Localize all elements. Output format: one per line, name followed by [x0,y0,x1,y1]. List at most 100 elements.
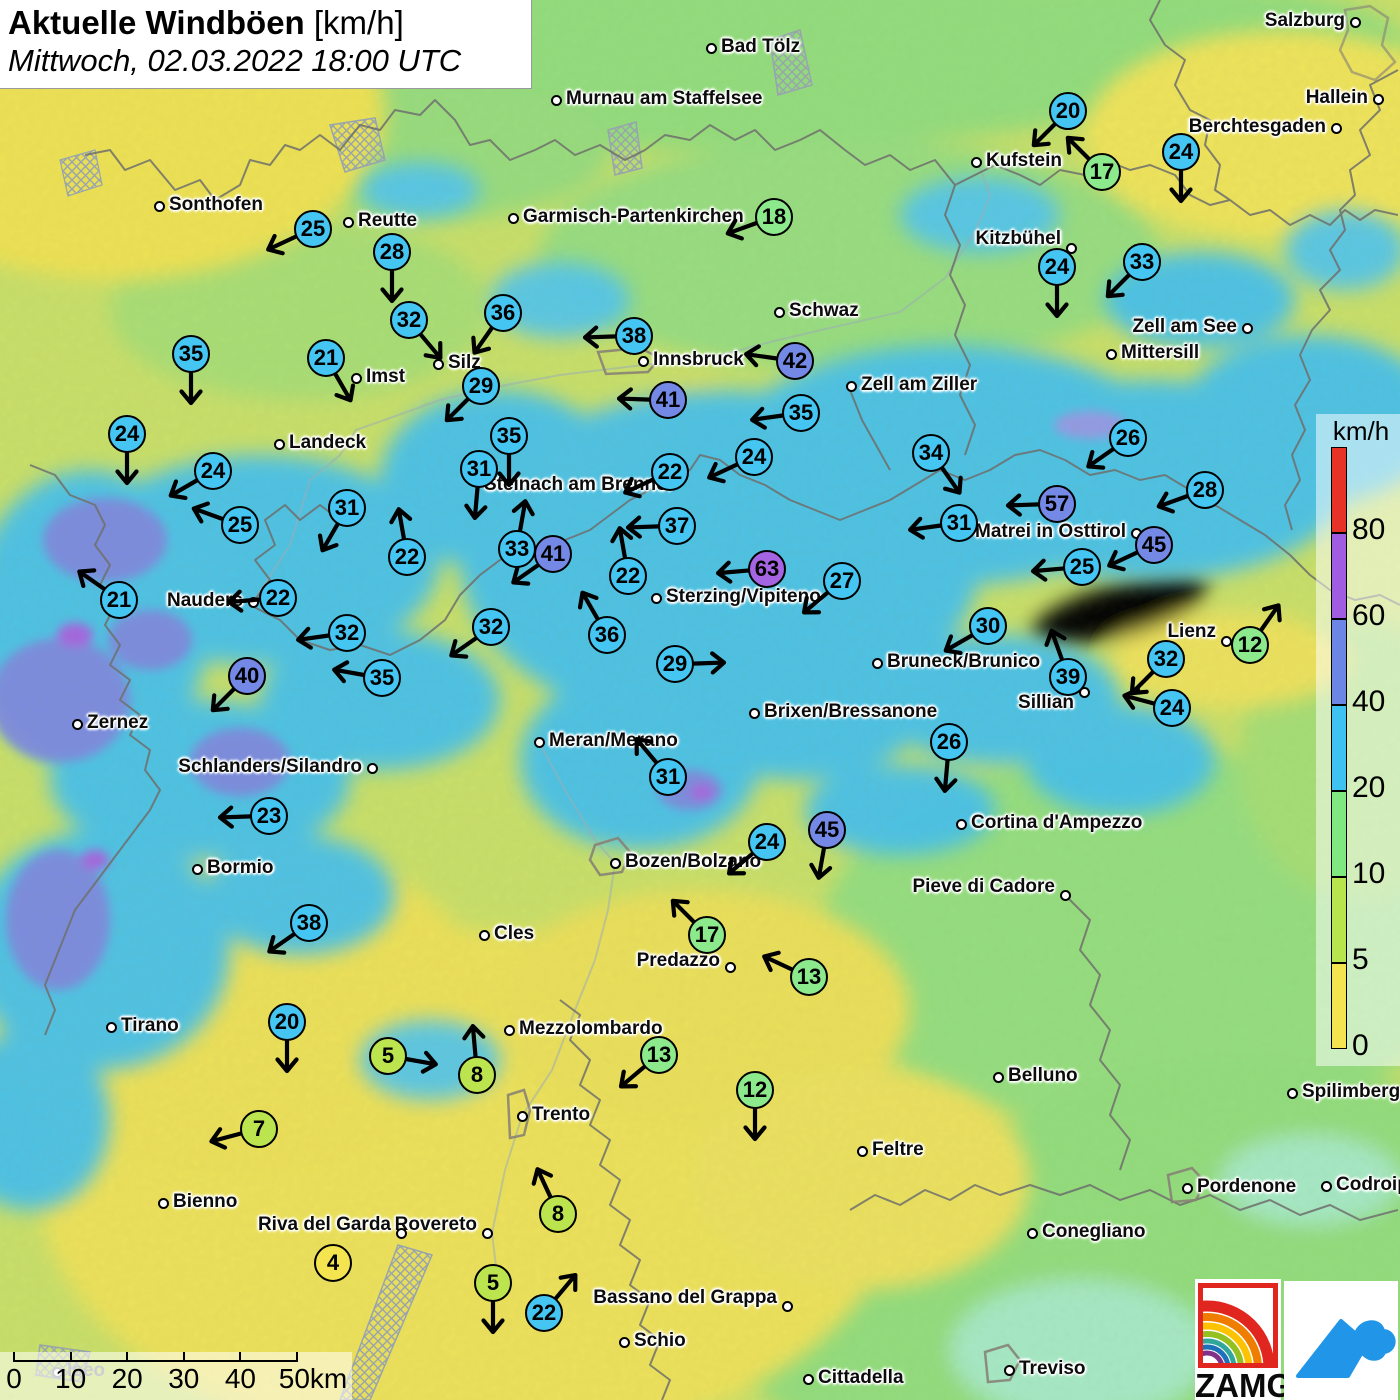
wind-station-marker: 38 [615,317,653,355]
city-label: Bormio [207,857,274,878]
legend-label: 0 [1352,1029,1369,1062]
wind-station-marker: 7 [240,1110,278,1148]
city-dot [1059,889,1071,901]
legend-label: 10 [1352,857,1386,890]
city-label: Riva del Garda [257,1214,391,1235]
wind-station-marker: 30 [969,607,1007,645]
wind-station-marker: 20 [1049,92,1087,130]
wind-direction-arrow [401,317,463,379]
wind-station-marker: 31 [328,489,366,527]
wind-direction-arrow [596,515,647,566]
wind-station-marker: 26 [1109,419,1147,457]
city-dot [342,216,354,228]
city-dot [503,1024,515,1036]
city-label: Schio [634,1330,686,1351]
city-label: Feltre [872,1139,924,1160]
wind-speed-legend: km/h 80 60 40 20 10 5 0 [1316,414,1400,1066]
wind-direction-arrow [1110,672,1164,726]
city-label: Lienz [1167,621,1216,642]
map-scale-bar: 0 10 20 30 40 50km [0,1352,352,1400]
wind-station-marker: 13 [790,958,828,996]
city-dot [1026,1227,1038,1239]
wind-direction-arrow [747,933,805,991]
city-label: Belluno [1008,1065,1078,1086]
wind-station-marker: 24 [748,823,786,861]
zamg-logo-text: ZAMG [1195,1367,1293,1400]
wind-station-marker: 38 [290,904,328,942]
wind-direction-arrow [190,670,252,732]
wind-station-marker: 21 [100,581,138,619]
legend-band [1331,791,1347,877]
scalebar-label: 40 [224,1363,256,1394]
wind-direction-arrow [321,646,372,697]
city-label: Salzburg [1264,10,1345,31]
legend-label: 40 [1352,685,1386,718]
wind-direction-arrow [493,544,554,605]
legend-band [1331,963,1347,1049]
city-dot [533,736,545,748]
wind-station-marker: 57 [1038,485,1076,523]
map-subtitle: Mittwoch, 02.03.2022 18:00 UTC [8,43,462,78]
wind-direction-arrow [614,718,676,780]
legend-band [1331,705,1347,791]
wind-direction-arrow [1011,105,1073,167]
legend-title: km/h [1332,416,1390,446]
city-dot [1003,1364,1015,1376]
wind-direction-arrow [1159,166,1203,210]
city-label: Landeck [289,432,367,453]
wind-station-marker: 24 [1038,248,1076,286]
wind-station-marker: 26 [930,723,968,761]
city-label: Tirano [121,1015,179,1036]
city-dot [856,1145,868,1157]
wind-station-marker: 34 [912,434,950,472]
wind-station-marker: 29 [462,367,500,405]
zamg-rainbow-icon [1198,1283,1278,1368]
zamg-logo: ZAMG [1195,1279,1293,1400]
city-label: Brixen/Bressanone [764,701,938,722]
city-dot [705,42,717,54]
wind-station-marker: 36 [484,294,522,332]
city-label: Rovereto [394,1214,477,1235]
city-dot [153,200,165,212]
wind-direction-arrow [452,481,500,529]
wind-direction-arrow [1092,531,1150,589]
scalebar-label: 10 [55,1363,87,1394]
city-dot [637,355,649,367]
wind-direction-arrow [398,1037,449,1088]
wind-station-marker: 22 [609,557,647,595]
city-dot [157,1197,169,1209]
city-dot [366,762,378,774]
wind-station-marker: 22 [388,538,426,576]
city-label: Conegliano [1042,1221,1146,1242]
city-label: Bad Tölz [721,36,801,57]
wind-station-marker: 39 [1049,658,1087,696]
wind-station-marker: 33 [1123,243,1161,281]
wind-direction-arrow [998,482,1044,528]
scalebar-label: 30 [168,1363,200,1394]
city-label: Pieve di Cadore [912,876,1055,897]
city-dot [1320,1180,1332,1192]
wind-station-marker: 31 [649,758,687,796]
city-label: Treviso [1019,1358,1086,1379]
wind-direction-arrow [1068,428,1129,489]
city-label: Cittadella [818,1367,904,1388]
wind-station-marker: 21 [307,339,345,377]
city-label: Meran/Merano [549,730,678,751]
city-dot [748,707,760,719]
wind-station-marker: 12 [1231,626,1269,664]
city-dot [507,212,519,224]
city-label: Predazzo [636,950,720,971]
wind-direction-arrow [740,393,790,443]
city-dot [481,1227,493,1239]
wind-direction-arrow [452,312,513,373]
wind-station-marker: 40 [228,657,266,695]
city-label: Nauders [166,590,243,611]
city-label: Bassano del Grappa [593,1287,777,1308]
wind-direction-arrow [286,613,336,663]
wind-direction-arrow [299,509,359,569]
wind-station-marker: 36 [588,616,626,654]
wind-station-marker: 31 [940,504,978,542]
wind-direction-arrow [734,331,784,381]
